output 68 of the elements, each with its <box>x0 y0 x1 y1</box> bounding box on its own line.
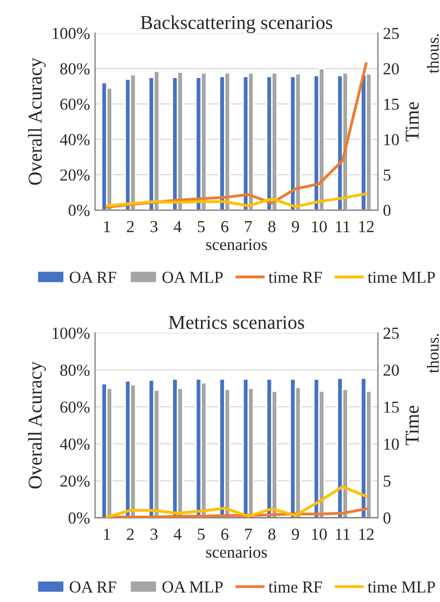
x-tick-label: 10 <box>312 220 327 232</box>
text: thous. <box>426 34 439 74</box>
y2-tick-label: 15 <box>384 98 399 110</box>
legend-label: OA RF <box>70 272 116 283</box>
chart-title: Backscattering scenarios <box>140 15 332 34</box>
x-tick-label: 7 <box>245 528 252 540</box>
y-tick-label: 100% <box>52 328 90 339</box>
x-tick-label: 9 <box>292 528 299 540</box>
x-tick-label: 4 <box>174 221 182 232</box>
x-tick-label: 12 <box>359 221 374 232</box>
x-tick-label: 8 <box>268 220 276 232</box>
x-tick-label: 6 <box>221 528 228 540</box>
x-tick-label: 7 <box>245 221 252 232</box>
y-tick-label: 20% <box>60 169 90 181</box>
line-series <box>105 485 368 518</box>
y2-tick-label: 10 <box>384 438 399 450</box>
legend-label: OA RF <box>70 581 116 593</box>
y2-tick-label: 20 <box>384 63 399 74</box>
line-series <box>105 192 368 208</box>
x-tick-label: 8 <box>268 528 276 540</box>
x-tick-label: 1 <box>104 528 110 540</box>
y-axis-title: Overall Acuracy <box>28 58 46 185</box>
legend-label: time RF <box>268 581 322 593</box>
y2-tick-label: 5 <box>384 170 391 181</box>
x-tick-label: 3 <box>150 528 158 540</box>
legend-label: OA MLP <box>162 272 223 283</box>
y-tick-label: 60% <box>60 402 90 413</box>
x-axis-title: scenarios <box>206 238 267 250</box>
y2-tick-label: 25 <box>384 328 399 339</box>
x-tick-label: 3 <box>150 221 158 232</box>
y2-tick-label: 20 <box>384 364 399 376</box>
legend-label: time MLP <box>368 272 435 283</box>
y-tick-label: 100% <box>52 28 90 40</box>
y2-tick-label: 10 <box>384 134 399 146</box>
x-tick-label: 12 <box>359 528 374 540</box>
x-tick-label: 1 <box>104 221 110 232</box>
x-tick-label: 6 <box>221 221 228 232</box>
x-tick-label: 4 <box>174 528 182 540</box>
y2-tick-label: 15 <box>384 402 399 413</box>
x-tick-label: 5 <box>198 528 205 540</box>
y-tick-label: 40% <box>60 134 90 146</box>
y-tick-label: 40% <box>60 438 90 450</box>
y2-axis-title: Time <box>406 406 419 446</box>
y2-tick-label: 25 <box>384 28 399 40</box>
text: thous. <box>426 334 439 374</box>
y-tick-label: 60% <box>60 98 90 110</box>
x-axis-title: scenarios <box>206 546 267 558</box>
x-tick-label: 5 <box>198 221 205 232</box>
legend-label: time RF <box>268 272 322 283</box>
y-tick-label: 80% <box>60 364 90 376</box>
y-tick-label: 80% <box>60 63 90 75</box>
y-tick-label: 0% <box>68 204 90 216</box>
x-tick-label: 2 <box>126 221 134 232</box>
y-tick-label: 0% <box>68 512 90 524</box>
legend-label: OA MLP <box>162 581 223 593</box>
y2-tick-label: 0 <box>383 204 391 216</box>
y2-axis-title: Time <box>406 102 419 142</box>
legend-label: time MLP <box>368 581 435 593</box>
x-tick-label: 9 <box>292 221 299 232</box>
chart-title: Metrics scenarios <box>168 316 304 329</box>
y2-tick-label: 0 <box>383 512 391 524</box>
y2-tick-label: 5 <box>384 476 391 487</box>
y-tick-label: 20% <box>60 475 90 487</box>
x-tick-label: 2 <box>126 528 134 540</box>
x-tick-label: 10 <box>312 528 327 540</box>
x-tick-label: 11 <box>336 528 350 540</box>
y-axis-title: Overall Acuracy <box>28 361 46 488</box>
x-tick-label: 11 <box>336 221 350 232</box>
